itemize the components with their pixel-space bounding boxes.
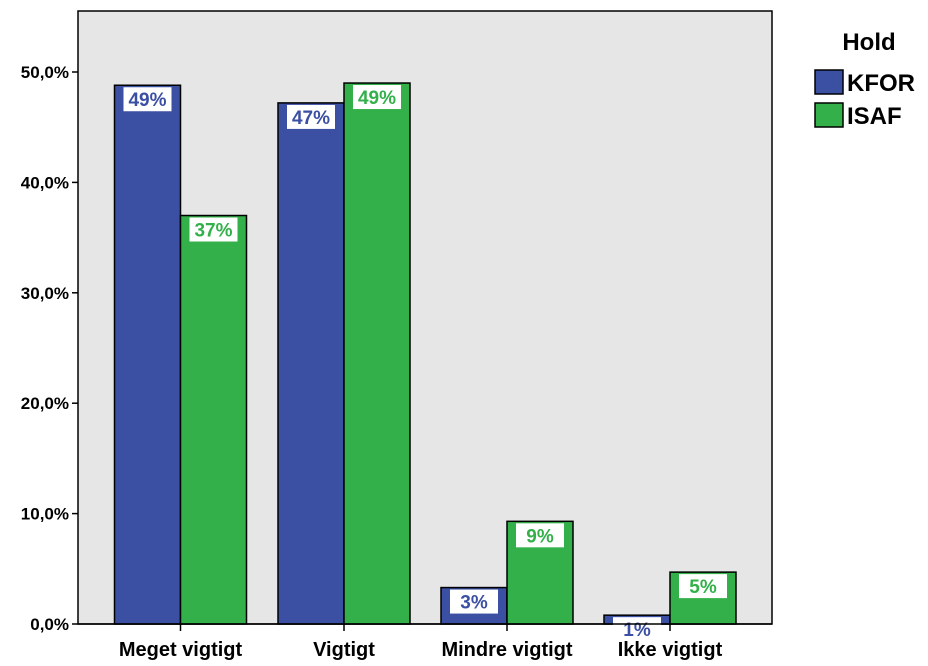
data-label-box (189, 217, 238, 242)
legend-swatch-isaf (814, 102, 844, 128)
bar-kfor-0 (113, 84, 182, 625)
data-label-isaf-1: 49% (358, 88, 396, 109)
x-category-label: Meget vigtigt (119, 639, 243, 661)
data-label-box (450, 589, 498, 614)
y-tick-label: 10,0% (21, 505, 69, 524)
y-tick-label: 50,0% (21, 63, 69, 82)
legend-swatch-kfor (814, 69, 844, 95)
y-tick-label: 30,0% (21, 284, 69, 303)
data-label-box (679, 574, 727, 599)
x-category-label: Ikke vigtigt (618, 639, 723, 661)
legend-label-isaf: ISAF (847, 103, 902, 130)
y-tick-label: 40,0% (21, 173, 69, 192)
legend-title: Hold (842, 29, 895, 56)
x-category-label: Vigtigt (313, 639, 375, 661)
data-label-kfor-0: 49% (128, 90, 166, 111)
x-category-label: Mindre vigtigt (441, 639, 572, 661)
data-label-kfor-3: 1% (623, 620, 651, 641)
bar-isaf-0 (179, 214, 248, 625)
data-label-isaf-0: 37% (194, 221, 232, 242)
data-label-kfor-1: 47% (292, 108, 330, 129)
data-label-box (516, 523, 564, 548)
data-label-kfor-2: 3% (460, 593, 488, 614)
legend-label-kfor: KFOR (847, 70, 915, 97)
legend: Hold KFOR ISAF (814, 29, 915, 130)
data-label-box (613, 617, 661, 642)
bar-isaf-1 (343, 82, 411, 625)
bars (113, 82, 737, 625)
data-label-isaf-2: 9% (526, 526, 554, 547)
data-labels: 49% 37% 47% 49% 3% 9% 1% 5% (123, 85, 727, 642)
data-label-box (123, 87, 172, 112)
y-tick-label: 20,0% (21, 394, 69, 413)
y-tick-label: 0,0% (30, 615, 69, 634)
bar-kfor-1 (277, 102, 345, 625)
data-label-box (287, 104, 335, 129)
data-label-isaf-3: 5% (689, 577, 717, 598)
x-axis: Meget vigtigt Vigtigt Mindre vigtigt Ikke v… (78, 623, 772, 661)
data-label-box (353, 85, 401, 110)
y-axis: 0,0% 10,0% 20,0% 30,0% 40,0% 50,0% (21, 63, 78, 634)
